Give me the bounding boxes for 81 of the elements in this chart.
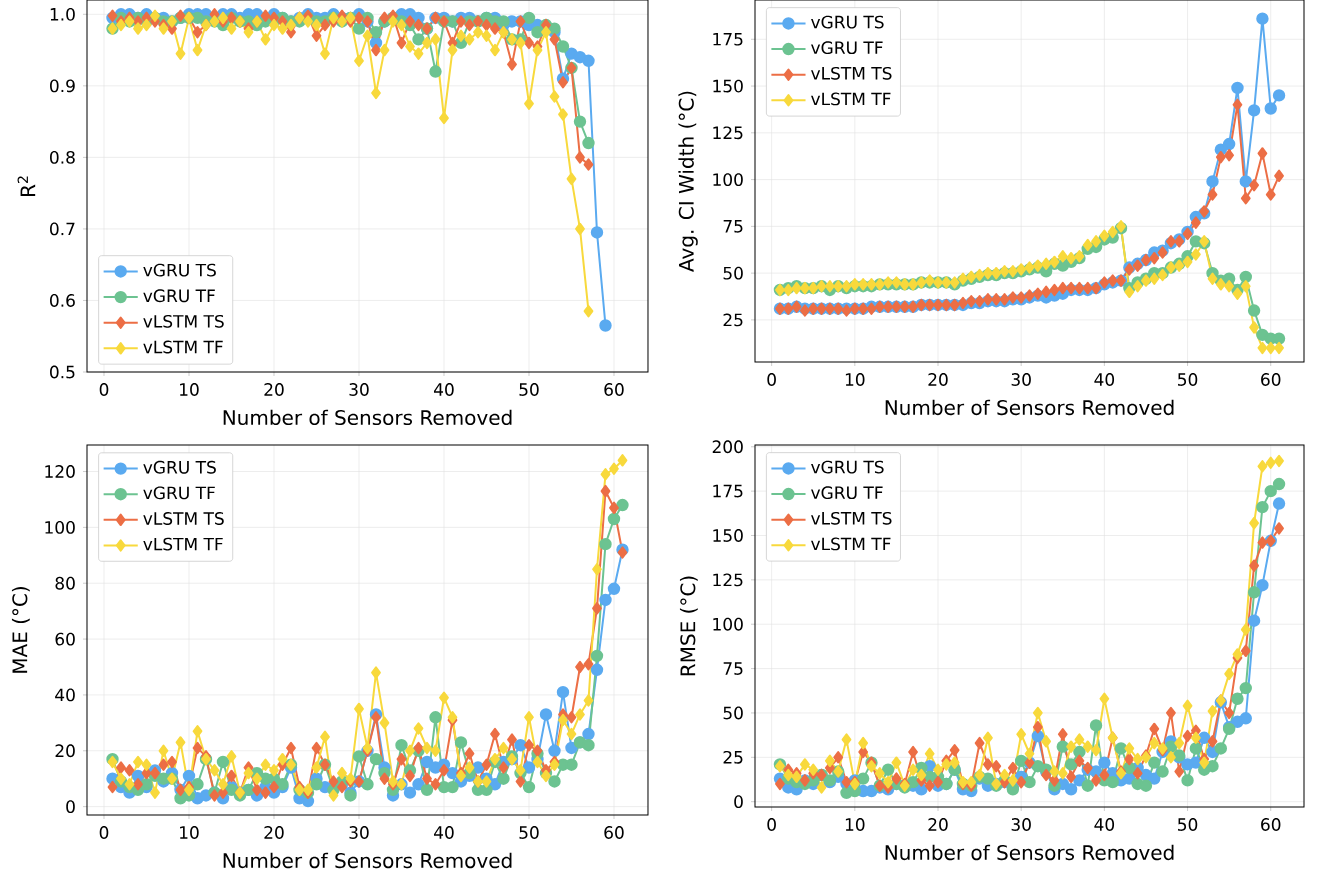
x-axis-title: Number of Sensors Removed [223,409,512,426]
x-tick-label: 10 [180,383,199,396]
y-tick-label: 175 [713,484,743,498]
x-tick-label: 0 [767,373,776,386]
legend-label: vGRU TF [143,289,215,303]
y-axis-title: R$^{2}$ [17,176,36,196]
y-tick-label: 25 [723,313,743,327]
x-tick-label: 10 [845,818,865,831]
x-tick-label: 0 [99,383,109,396]
y-tick-label: 150 [713,79,743,93]
y-tick-label: 120 [45,465,75,478]
legend-label: vLSTM TS [811,511,892,525]
x-axis-title: Number of Sensors Removed [223,852,512,869]
y-tick-label: 125 [713,573,743,587]
y-axis-title: MAE (°C) [11,586,30,673]
x-tick-label: 0 [767,818,776,831]
x-tick-label: 20 [928,373,948,386]
legend-label: vLSTM TS [143,512,224,525]
legend-label: vGRU TS [143,263,216,277]
x-tick-label: 60 [604,383,624,396]
legend-label: vGRU TS [811,460,884,474]
x-tick-label: 40 [1094,818,1115,831]
y-tick-label: 25 [723,750,743,764]
x-tick-label: 40 [433,826,454,839]
x-tick-label: 30 [349,383,369,396]
y-tick-label: 50 [723,266,743,280]
y-tick-label: 0.6 [50,294,75,307]
x-tick-label: 50 [1178,818,1198,831]
legend-label: vGRU TS [143,460,216,474]
x-tick-label: 10 [180,826,199,839]
y-tick-label: 100 [713,617,743,631]
y-tick-label: 60 [55,632,75,646]
y-tick-label: 0.7 [50,222,75,236]
x-tick-label: 10 [845,373,865,386]
legend-label: vGRU TF [143,486,215,500]
y-tick-label: 100 [713,173,743,187]
legend-label: vLSTM TF [811,92,891,106]
x-tick-label: 50 [519,383,539,396]
legend-label: vLSTM TS [811,66,892,80]
y-tick-label: 100 [45,520,75,534]
y-axis-title: RMSE (°C) [679,576,698,676]
y-tick-label: 0.5 [50,365,75,379]
y-tick-label: 80 [55,576,75,590]
y-tick-label: 0.9 [50,79,75,93]
y-axis-title: Avg. CI Width (°C) [678,91,698,272]
legend-label: vLSTM TF [143,537,223,551]
x-tick-label: 50 [519,826,539,839]
y-tick-label: 75 [723,220,743,233]
y-tick-label: 175 [713,32,743,46]
x-tick-label: 60 [1261,373,1281,386]
y-tick-label: 50 [723,706,743,720]
x-axis-title: Number of Sensors Removed [885,399,1174,416]
x-tick-label: 40 [433,383,454,396]
x-tick-label: 50 [1178,373,1198,386]
legend-label: vLSTM TF [143,340,223,354]
y-tick-label: 40 [55,688,75,702]
legend-label: vLSTM TF [811,537,891,551]
x-tick-label: 30 [1011,818,1031,831]
x-tick-label: 40 [1094,373,1115,386]
x-tick-label: 60 [604,826,624,839]
y-tick-label: 0 [66,800,75,814]
y-tick-label: 20 [55,744,75,758]
x-tick-label: 0 [99,826,109,839]
x-tick-label: 30 [1011,373,1031,386]
legend-label: vGRU TF [811,41,883,55]
y-tick-label: 0 [734,795,743,809]
y-tick-label: 75 [723,662,743,675]
x-tick-label: 30 [349,826,369,839]
x-tick-label: 20 [928,818,948,831]
x-tick-label: 60 [1261,818,1281,831]
y-tick-label: 150 [713,529,743,542]
x-tick-label: 20 [264,826,284,839]
legend-label: vGRU TF [811,486,883,500]
y-tick-label: 1.0 [50,7,75,21]
legend-label: vGRU TS [811,15,884,29]
y-tick-label: 0.8 [50,150,75,164]
y-tick-label: 200 [712,440,743,454]
y-tick-label: 125 [713,126,743,140]
legend-label: vLSTM TS [143,314,224,328]
x-tick-label: 20 [264,383,284,396]
x-axis-title: Number of Sensors Removed [885,844,1174,861]
